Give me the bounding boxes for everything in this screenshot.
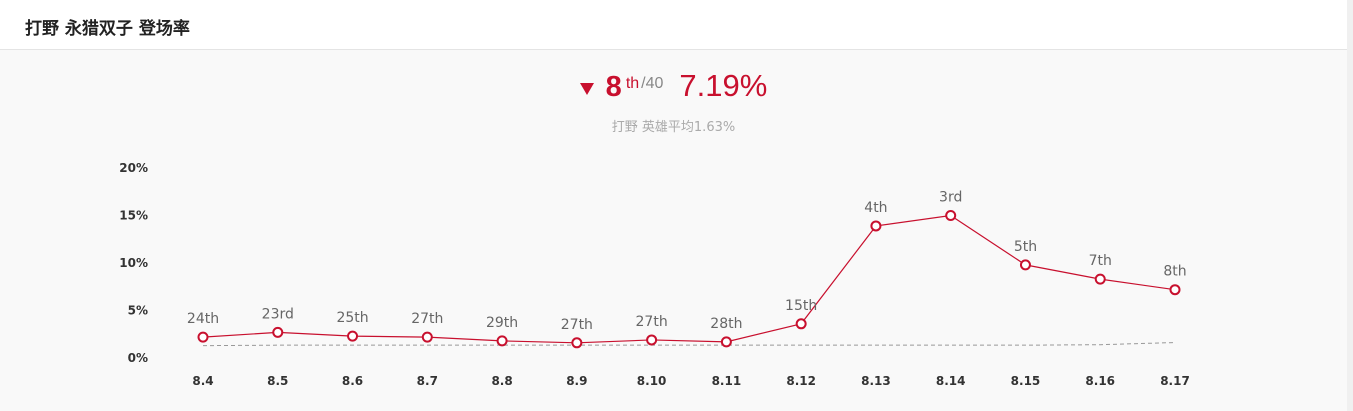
data-point: [646, 334, 658, 346]
x-tick-label: 8.4: [192, 374, 213, 388]
rank-label: 3rd: [939, 190, 962, 206]
x-tick-label: 8.13: [861, 374, 891, 388]
x-tick-label: 8.5: [267, 374, 288, 388]
data-point: [571, 337, 583, 349]
x-tick-label: 8.12: [786, 374, 816, 388]
rank-label: 4th: [864, 200, 887, 216]
rank-label: 27th: [636, 314, 668, 330]
y-tick-label: 15%: [119, 209, 148, 223]
y-tick-label: 0%: [128, 351, 148, 365]
rank-label: 25th: [336, 310, 368, 326]
y-tick-label: 20%: [119, 161, 148, 175]
pick-rate-line: [202, 214, 1176, 344]
page-title: 打野 永猎双子 登场率: [25, 19, 190, 39]
data-point: [496, 335, 508, 347]
pick-rate-value: 7.19%: [679, 68, 768, 103]
x-tick-label: 8.6: [342, 374, 363, 388]
scrollbar[interactable]: [1347, 0, 1353, 411]
rank-label: 8th: [1163, 264, 1186, 280]
rank-label: 27th: [411, 311, 443, 327]
data-point: [945, 210, 957, 221]
data-point: [272, 326, 284, 338]
role-average-text: 打野 英雄平均1.63%: [611, 120, 736, 135]
data-point: [720, 336, 732, 348]
rank-total: /40: [641, 75, 664, 92]
x-tick-label: 8.8: [491, 374, 512, 388]
rank-label: 7th: [1089, 253, 1112, 269]
data-point: [1169, 284, 1181, 296]
x-tick-label: 8.9: [566, 374, 587, 388]
x-tick-label: 8.14: [936, 374, 966, 388]
rank-number: 8: [605, 71, 622, 103]
rank-label: 5th: [1014, 239, 1037, 255]
trend-down-icon: [579, 82, 594, 95]
x-tick-label: 8.10: [637, 374, 667, 388]
rank-label: 29th: [486, 315, 518, 331]
data-point: [1094, 273, 1106, 285]
rank-label: 28th: [710, 316, 742, 332]
rank-label: 23rd: [262, 306, 294, 322]
x-tick-label: 8.11: [712, 374, 742, 388]
data-point: [421, 331, 433, 343]
role-average-line: [202, 342, 1176, 347]
x-tick-label: 8.16: [1085, 374, 1115, 388]
data-point: [197, 331, 209, 343]
y-tick-label: 5%: [128, 304, 148, 318]
rank-label: 27th: [561, 317, 593, 333]
data-point: [870, 220, 882, 232]
rank-label: 24th: [187, 311, 219, 327]
x-tick-label: 8.15: [1011, 374, 1041, 388]
y-tick-label: 10%: [119, 256, 148, 270]
x-tick-label: 8.7: [417, 374, 438, 388]
data-point: [795, 318, 807, 330]
x-tick-label: 8.17: [1160, 374, 1190, 388]
data-point: [1019, 259, 1031, 271]
page-header: 打野 永猎双子 登场率: [0, 0, 1347, 50]
data-point: [347, 330, 359, 342]
chart-panel: [0, 50, 1347, 411]
rank-suffix: th: [625, 75, 640, 92]
rank-label: 15th: [785, 298, 817, 314]
